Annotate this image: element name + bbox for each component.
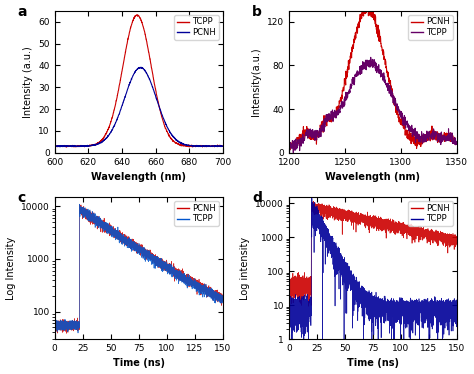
Legend: TCPP, PCNH: TCPP, PCNH	[174, 15, 219, 40]
Legend: PCNH, TCPP: PCNH, TCPP	[408, 15, 453, 40]
Legend: PCNH, TCPP: PCNH, TCPP	[408, 201, 453, 226]
Text: b: b	[252, 5, 262, 19]
X-axis label: Wavelength (nm): Wavelength (nm)	[326, 172, 420, 182]
Legend: PCNH, TCPP: PCNH, TCPP	[174, 201, 219, 226]
Text: a: a	[18, 5, 27, 19]
Y-axis label: Intensity (a.u.): Intensity (a.u.)	[23, 46, 33, 118]
X-axis label: Wavelength (nm): Wavelength (nm)	[91, 172, 186, 182]
Y-axis label: Log Intensity: Log Intensity	[6, 236, 16, 300]
X-axis label: Time (ns): Time (ns)	[113, 358, 165, 368]
Y-axis label: Intensity(a.u.): Intensity(a.u.)	[251, 47, 261, 116]
Text: c: c	[18, 191, 26, 205]
Text: d: d	[252, 191, 262, 205]
Y-axis label: Log intensity: Log intensity	[240, 236, 250, 300]
X-axis label: Time (ns): Time (ns)	[347, 358, 399, 368]
